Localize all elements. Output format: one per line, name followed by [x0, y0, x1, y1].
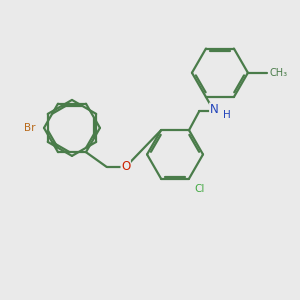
Text: Br: Br — [24, 123, 36, 133]
Text: N: N — [210, 103, 218, 116]
Text: O: O — [121, 160, 130, 173]
Text: CH₃: CH₃ — [269, 68, 287, 78]
Text: H: H — [223, 110, 230, 120]
Text: Cl: Cl — [194, 184, 205, 194]
